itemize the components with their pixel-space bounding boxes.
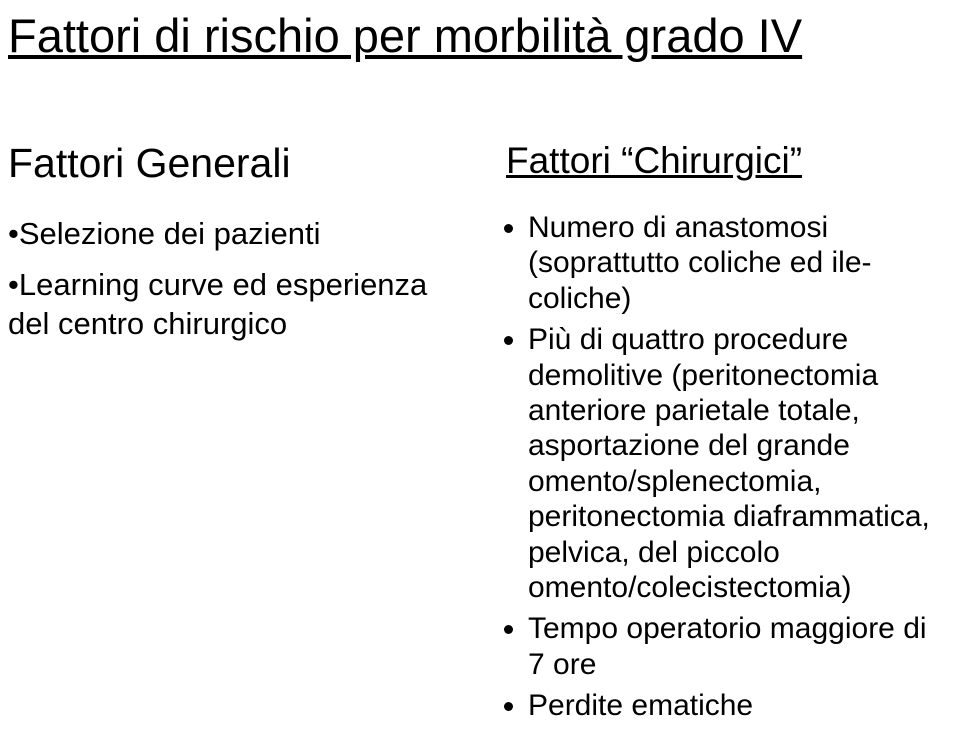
slide: Fattori di rischio per morbilità grado I… <box>0 0 960 679</box>
left-item: •Learning curve ed esperienza del centro… <box>8 266 448 344</box>
right-list: Numero di anastomosi (soprattutto colich… <box>488 210 948 723</box>
right-heading: Fattori “Chirurgici” <box>506 140 948 182</box>
left-item: •Selezione dei pazienti <box>8 215 448 254</box>
right-list-item: Perdite ematiche <box>528 688 948 723</box>
left-column: Fattori Generali •Selezione dei pazienti… <box>8 140 448 355</box>
slide-title: Fattori di rischio per morbilità grado I… <box>8 8 802 63</box>
left-heading: Fattori Generali <box>8 140 448 187</box>
right-list-item: Tempo operatorio maggiore di 7 ore <box>528 611 948 682</box>
right-list-item: Numero di anastomosi (soprattutto colich… <box>528 210 948 316</box>
right-list-item: Più di quattro procedure demolitive (per… <box>528 322 948 605</box>
right-column: Fattori “Chirurgici” Numero di anastomos… <box>488 140 948 729</box>
